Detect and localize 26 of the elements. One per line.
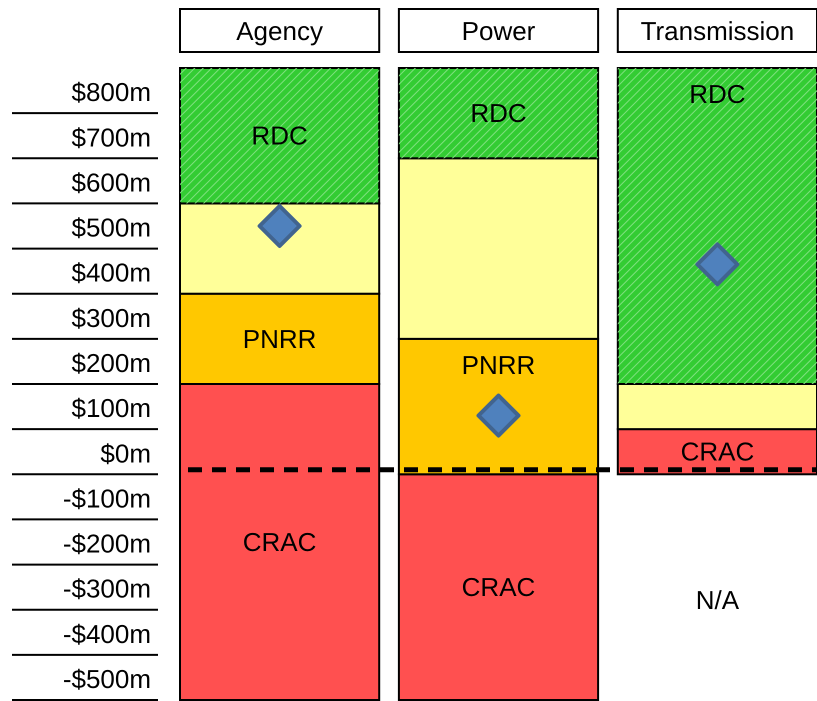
y-tick-label: $800m: [72, 77, 151, 108]
y-tick-label: $400m: [72, 258, 151, 288]
text: RDC: [470, 98, 527, 128]
text: CRAC: [462, 572, 536, 602]
y-tick-label: $100m: [72, 393, 151, 424]
y-tick-label: $300m: [72, 302, 151, 333]
y-tick-label: $700m: [72, 122, 151, 152]
series-label: RDC: [689, 79, 746, 109]
x-tick-label: Transmission: [640, 16, 794, 46]
series-label: CRAC: [680, 436, 754, 467]
text: CRAC: [242, 527, 316, 557]
y-tick-label: $200m: [72, 348, 151, 378]
annotation: N/A: [696, 585, 740, 615]
y-tick-label: -$300m: [62, 574, 151, 604]
y-tick-label: $0m: [100, 438, 151, 468]
y-tick-label: -$500m: [62, 664, 151, 694]
series-label: PNRR: [462, 350, 536, 380]
y-tick-label: $600m: [72, 167, 151, 198]
x-tick-label: Power: [462, 16, 536, 46]
text: PNRR: [242, 324, 316, 354]
y-tick-label: $500m: [72, 212, 151, 243]
x-tick-label: Agency: [236, 16, 323, 46]
text: RDC: [251, 120, 308, 151]
y-tick-label: -$200m: [62, 528, 151, 559]
y-tick-label: -$100m: [62, 483, 151, 514]
y-tick-label: -$400m: [62, 618, 151, 649]
